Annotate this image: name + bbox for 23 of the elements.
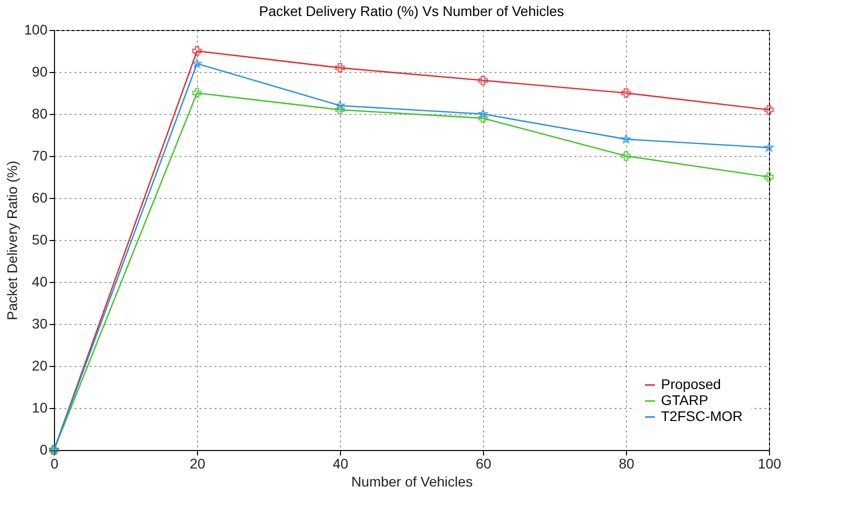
y-tick-label: 20: [32, 358, 48, 374]
legend-label: GTARP: [661, 392, 708, 408]
x-tick-label: 0: [50, 456, 59, 472]
y-tick-label: 40: [32, 274, 48, 290]
y-tick-label: 90: [32, 64, 48, 80]
y-tick-label: 50: [32, 232, 48, 248]
x-tick-label: 100: [758, 456, 782, 472]
chart-title: Packet Delivery Ratio (%) Vs Number of Vehicles: [259, 3, 564, 19]
legend-label: Proposed: [661, 376, 721, 392]
y-tick-label: 80: [32, 106, 48, 122]
legend-label: T2FSC-MOR: [661, 408, 743, 424]
y-tick-label: 0: [40, 442, 48, 458]
x-tick-label: 60: [476, 456, 492, 472]
y-tick-label: 60: [32, 190, 48, 206]
y-axis-title: Packet Delivery Ratio (%): [4, 160, 20, 320]
y-tick-label: 70: [32, 148, 48, 164]
x-tick-label: 20: [190, 456, 206, 472]
y-tick-label: 100: [24, 22, 48, 38]
y-tick-label: 30: [32, 316, 48, 332]
x-axis-title: Number of Vehicles: [351, 474, 473, 490]
y-tick-label: 10: [32, 400, 48, 416]
x-tick-label: 80: [618, 456, 634, 472]
x-tick-label: 40: [332, 456, 348, 472]
